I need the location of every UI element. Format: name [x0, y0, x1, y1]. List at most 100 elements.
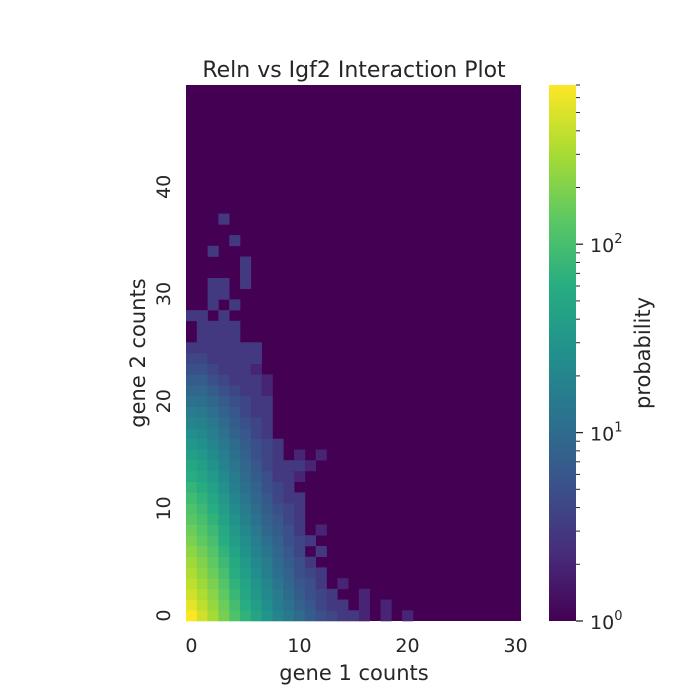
heatmap-cell: [250, 342, 262, 354]
y-tick-label: 40: [153, 175, 175, 199]
heatmap-cell: [207, 428, 219, 440]
heatmap-cell: [186, 481, 198, 493]
heatmap-cell: [250, 588, 262, 600]
heatmap-cell: [218, 374, 230, 386]
heatmap-cell: [240, 406, 252, 418]
heatmap-cell: [229, 524, 241, 536]
heatmap-cell: [229, 417, 241, 429]
heatmap-cell: [218, 406, 230, 418]
heatmap-cell: [196, 556, 208, 568]
heatmap-cell: [207, 578, 219, 590]
heatmap-cell: [229, 342, 241, 354]
heatmap-cell: [358, 599, 371, 611]
heatmap-cell: [196, 417, 208, 429]
heatmap-cell: [196, 320, 208, 332]
heatmap-cell: [218, 492, 230, 504]
heatmap-cell: [186, 503, 198, 515]
heatmap-cell: [294, 460, 306, 472]
heatmap-cell: [196, 374, 208, 386]
heatmap-cell: [240, 460, 252, 472]
heatmap-cell: [186, 353, 198, 365]
heatmap-cell: [315, 599, 327, 611]
heatmap-cell: [283, 524, 295, 536]
heatmap-cell: [250, 374, 262, 386]
heatmap-cell: [207, 374, 219, 386]
heatmap-cell: [218, 438, 230, 450]
heatmap-cell: [229, 320, 241, 332]
heatmap-cell: [196, 395, 208, 407]
heatmap-cell: [196, 578, 208, 590]
heatmap-cell: [261, 449, 273, 461]
heatmap-cell: [229, 449, 241, 461]
heatmap-cell: [304, 588, 316, 600]
heatmap-cell: [229, 385, 241, 397]
heatmap-cell: [272, 545, 284, 557]
heatmap-cell: [196, 610, 208, 622]
heatmap-cell: [304, 556, 316, 568]
heatmap-cell: [196, 588, 208, 600]
heatmap-cell: [272, 524, 284, 536]
heatmap-cell: [218, 213, 230, 225]
heatmap-cell: [261, 545, 273, 557]
heatmap-cell: [250, 470, 262, 482]
heatmap-cell: [207, 385, 219, 397]
heatmap-cell: [196, 503, 208, 515]
heatmap-cell: [186, 513, 198, 525]
heatmap-cell: [283, 492, 295, 504]
y-axis-label: gene 2 counts: [126, 278, 150, 427]
heatmap-cell: [240, 470, 252, 482]
heatmap-cell: [207, 288, 219, 300]
heatmap-cell: [186, 524, 198, 536]
colorbar-tick-label: 100: [590, 609, 622, 634]
heatmap-cell: [186, 610, 198, 622]
heatmap-cell: [218, 503, 230, 515]
heatmap-cell: [261, 524, 273, 536]
heatmap-cell: [294, 513, 306, 525]
heatmap-cell: [261, 588, 273, 600]
heatmap-cell: [283, 503, 295, 515]
heatmap-cell: [229, 363, 241, 375]
heatmap-cell: [218, 481, 230, 493]
heatmap-cell: [207, 331, 219, 343]
heatmap-cell: [250, 481, 262, 493]
heatmap-cell: [240, 481, 252, 493]
heatmap-cell: [272, 460, 284, 472]
heatmap-cell: [294, 599, 306, 611]
heatmap-cell: [229, 428, 241, 440]
heatmap-cell: [272, 513, 284, 525]
heatmap-cell: [294, 567, 306, 579]
heatmap-cell: [196, 428, 208, 440]
heatmap-cell: [218, 535, 230, 547]
heatmap-cell: [207, 353, 219, 365]
heatmap-cell: [186, 428, 198, 440]
heatmap-cell: [261, 374, 273, 386]
heatmap-cell: [186, 363, 198, 375]
heatmap-cell: [229, 535, 241, 547]
x-tick-label: 20: [395, 635, 419, 657]
heatmap-cell: [229, 235, 241, 247]
heatmap-cell: [229, 395, 241, 407]
heatmap-cell: [229, 481, 241, 493]
heatmap-cell: [207, 513, 219, 525]
heatmap-cell: [207, 545, 219, 557]
heatmap-cell: [207, 524, 219, 536]
heatmap-cell: [240, 588, 252, 600]
heatmap-cell: [283, 460, 295, 472]
heatmap-cell: [196, 363, 208, 375]
heatmap-cell: [240, 513, 252, 525]
heatmap-cell: [272, 438, 284, 450]
heatmap-cell: [240, 342, 252, 354]
heatmap-cell: [250, 545, 262, 557]
heatmap-cell: [250, 513, 262, 525]
heatmap-cell: [261, 470, 273, 482]
heatmap-cell: [207, 535, 219, 547]
heatmap-cell: [218, 395, 230, 407]
heatmap-cell: [402, 610, 414, 622]
x-axis-label: gene 1 counts: [279, 661, 428, 685]
heatmap-cell: [294, 535, 306, 547]
heatmap-cell: [240, 492, 252, 504]
heatmap-cell: [196, 513, 208, 525]
heatmap-cell: [240, 599, 252, 611]
heatmap-cell: [326, 599, 338, 611]
heatmap-cell: [250, 428, 262, 440]
